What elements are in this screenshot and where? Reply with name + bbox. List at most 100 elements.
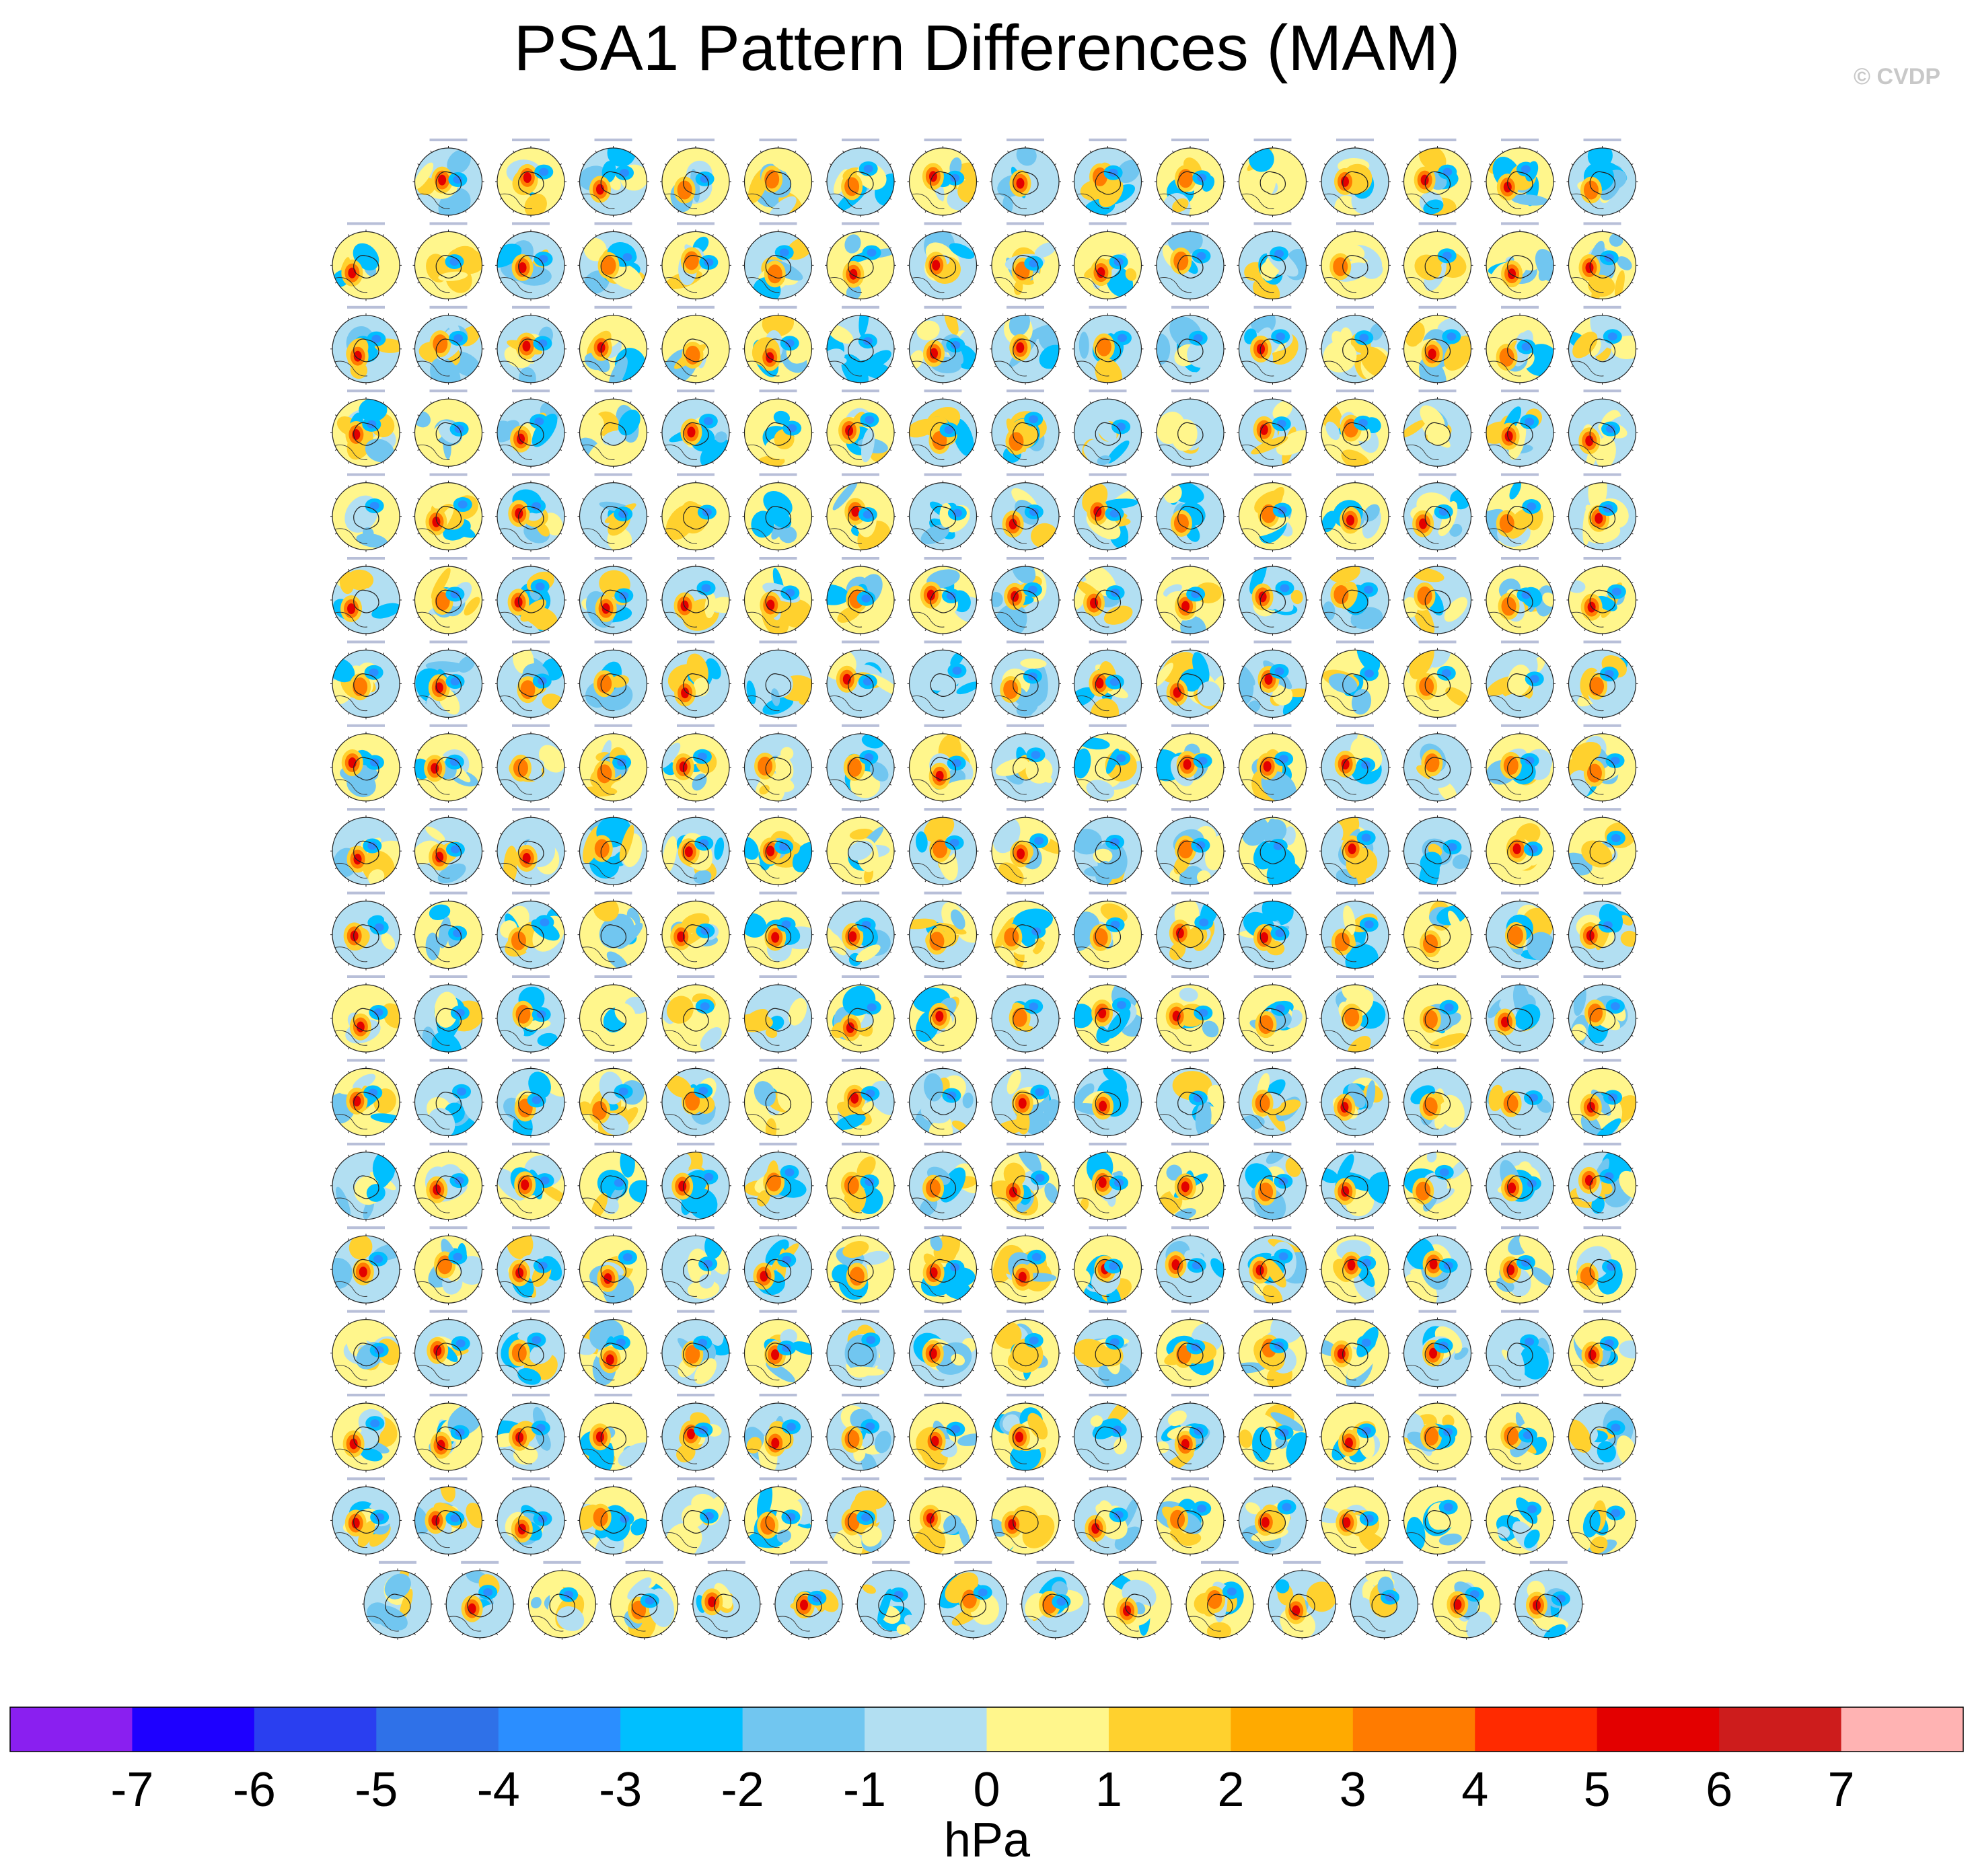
panel-caption bbox=[1583, 305, 1621, 309]
panel-caption bbox=[1171, 222, 1209, 225]
map-panel bbox=[660, 1477, 731, 1556]
coastline bbox=[765, 1343, 792, 1367]
map-panel bbox=[577, 1394, 649, 1472]
map-panel bbox=[1566, 1226, 1638, 1306]
map-panel bbox=[990, 891, 1061, 971]
panel-caption bbox=[1253, 724, 1292, 727]
colorbar-box bbox=[254, 1707, 377, 1752]
coastline bbox=[1013, 338, 1039, 363]
panel-caption bbox=[1418, 891, 1457, 895]
coastline bbox=[435, 1008, 462, 1032]
panel-caption bbox=[759, 557, 797, 560]
panel-caption bbox=[842, 1394, 879, 1396]
coastline bbox=[930, 171, 957, 195]
map-panel bbox=[577, 724, 649, 803]
map-panel bbox=[1401, 305, 1473, 385]
colorbar-box bbox=[132, 1707, 255, 1752]
panel-caption bbox=[1253, 1477, 1292, 1480]
panel-caption bbox=[1089, 222, 1127, 225]
panel-caption bbox=[924, 640, 962, 644]
map-panel bbox=[412, 1059, 484, 1138]
panel-caption bbox=[842, 389, 879, 393]
coastline bbox=[353, 422, 379, 446]
map-panel bbox=[660, 724, 731, 803]
map-panel bbox=[742, 724, 814, 803]
coastline bbox=[518, 338, 544, 363]
panel-caption bbox=[1201, 1561, 1239, 1564]
map-panel bbox=[1155, 473, 1226, 552]
panel-caption bbox=[759, 1059, 797, 1062]
map-panel bbox=[1484, 305, 1556, 385]
panel-caption bbox=[759, 808, 797, 811]
colorbar-tick-label: -5 bbox=[355, 1763, 398, 1817]
map-panel bbox=[907, 557, 979, 636]
panel-caption bbox=[677, 808, 715, 811]
coastline bbox=[848, 255, 874, 278]
coastline bbox=[930, 255, 957, 278]
panel-caption bbox=[1418, 724, 1457, 727]
panel-caption bbox=[924, 1477, 962, 1480]
coastline bbox=[1342, 338, 1368, 363]
coastline bbox=[848, 673, 874, 697]
map-panel bbox=[660, 139, 731, 217]
map-panel bbox=[990, 975, 1061, 1054]
map-panel bbox=[660, 305, 731, 385]
colorbar-tick-label: 3 bbox=[1340, 1763, 1366, 1817]
panel-caption bbox=[1336, 222, 1374, 225]
map-panel bbox=[825, 724, 896, 803]
panel-caption bbox=[1253, 1226, 1292, 1230]
coastline bbox=[796, 1593, 822, 1618]
map-panel bbox=[907, 1394, 979, 1472]
panel-caption bbox=[1171, 1310, 1209, 1313]
coastline bbox=[1095, 338, 1122, 363]
map-panel bbox=[1566, 1142, 1638, 1222]
panel-caption bbox=[924, 724, 962, 727]
coastline bbox=[1177, 1175, 1204, 1199]
panel-caption bbox=[512, 640, 550, 644]
map-panel bbox=[1348, 1561, 1420, 1640]
coastline bbox=[1013, 1259, 1039, 1283]
coastline bbox=[1259, 924, 1286, 948]
panel-caption bbox=[1418, 1142, 1457, 1146]
map-panel bbox=[742, 305, 814, 385]
panel-caption bbox=[1583, 473, 1621, 476]
map-panel bbox=[1072, 891, 1144, 971]
coastline bbox=[600, 673, 627, 697]
map-panel bbox=[907, 389, 979, 469]
coastline bbox=[435, 171, 462, 195]
coastline bbox=[518, 1175, 544, 1199]
coastline bbox=[353, 1510, 379, 1534]
map-panel bbox=[907, 640, 979, 720]
map-panel bbox=[1401, 1310, 1473, 1389]
map-panel bbox=[577, 473, 649, 552]
map-panel bbox=[660, 975, 731, 1054]
coastline bbox=[353, 924, 379, 948]
coastline bbox=[435, 840, 462, 864]
map-panel bbox=[1072, 1310, 1144, 1389]
map-panel bbox=[412, 1394, 484, 1472]
coastline bbox=[683, 1259, 709, 1283]
colorbar-tick-label: 1 bbox=[1095, 1763, 1122, 1817]
map-panel bbox=[412, 640, 484, 720]
map-panel bbox=[1566, 557, 1638, 636]
coastline bbox=[1589, 1343, 1616, 1367]
map-panel bbox=[412, 139, 484, 217]
map-panel bbox=[330, 1477, 402, 1556]
map-panel bbox=[825, 975, 896, 1054]
coastline bbox=[1424, 673, 1451, 697]
panel-caption bbox=[512, 473, 550, 476]
panel-caption bbox=[1501, 891, 1539, 895]
coastline bbox=[930, 1510, 957, 1534]
panel-caption bbox=[1336, 891, 1374, 895]
map-panel bbox=[1566, 891, 1638, 971]
coastline bbox=[1507, 1092, 1533, 1115]
panel-caption bbox=[1336, 1477, 1374, 1480]
coastline bbox=[1013, 840, 1039, 864]
map-panel bbox=[1319, 1477, 1391, 1556]
coastline bbox=[1453, 1593, 1480, 1618]
panel-caption bbox=[1253, 389, 1292, 393]
map-panel bbox=[1566, 975, 1638, 1054]
coastline bbox=[435, 924, 462, 948]
panel-caption bbox=[1336, 1142, 1374, 1146]
coastline bbox=[1589, 1175, 1616, 1199]
